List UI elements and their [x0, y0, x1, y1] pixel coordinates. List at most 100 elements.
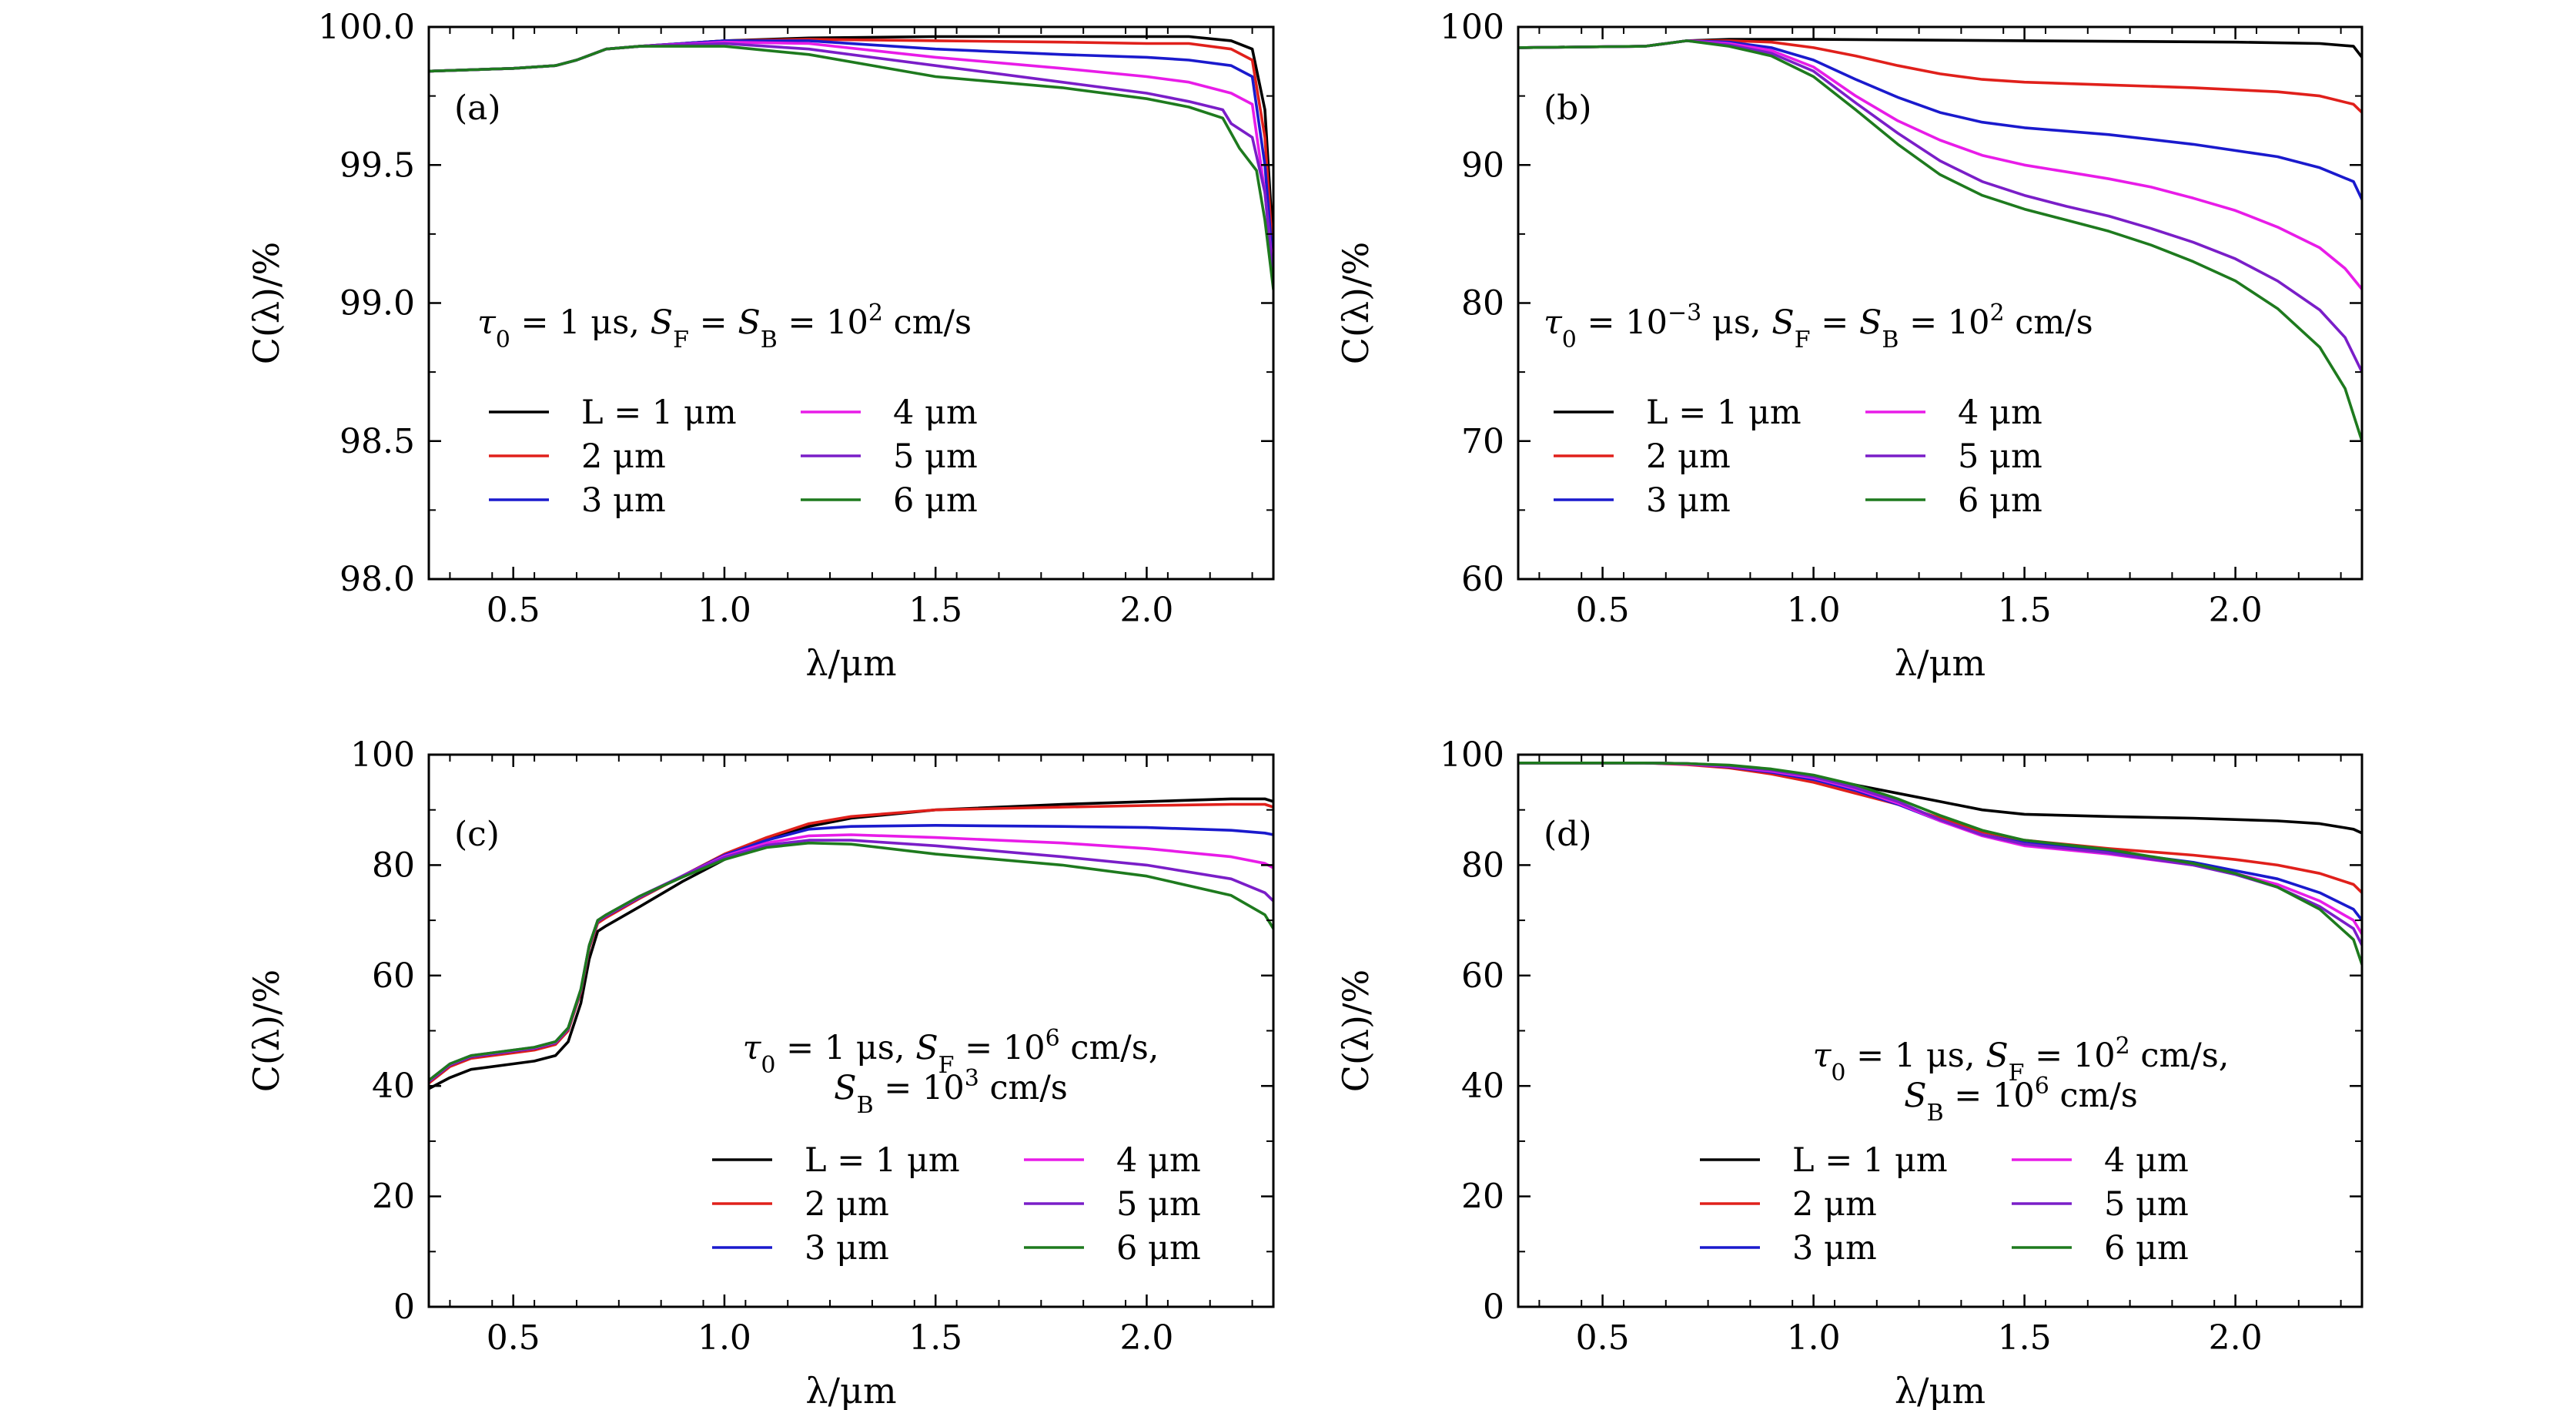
x-tick-label: 1.5 — [1998, 1318, 2052, 1358]
x-tick-label: 1.0 — [698, 591, 751, 630]
series-group — [429, 35, 1273, 291]
panel-d: 0.5 1.0 1.5 2.0 0 20 40 60 80 100 λ/μm C(λ)/% (d) τ0 … — [1335, 735, 2364, 1410]
y-tick-label: 80 — [372, 846, 415, 885]
panel-b: 0.5 1.0 1.5 2.0 60 70 80 90 100 λ/μm C(λ)/% (b) τ0 =… — [1335, 8, 2364, 684]
y-tick-label: 98.0 — [340, 560, 415, 599]
x-axis-title: λ/μm — [805, 642, 896, 684]
x-tick-label: 2.0 — [1119, 1318, 1173, 1358]
series-line-6 — [429, 45, 1273, 291]
legend-label: 2 μm — [1792, 1185, 1877, 1224]
y-tick-label: 0 — [1483, 1288, 1504, 1327]
y-tick-label: 99.5 — [340, 146, 415, 185]
y-tick-label: 100 — [1440, 735, 1504, 775]
y-tick-label: 60 — [1461, 560, 1504, 599]
legend-label: 3 μm — [1646, 481, 1731, 520]
x-axis-title: λ/μm — [1895, 1370, 1986, 1410]
y-tick-label: 20 — [1461, 1177, 1504, 1217]
legend-label: 2 μm — [1646, 437, 1731, 476]
legend-label: 6 μm — [1116, 1229, 1201, 1268]
plot-frame — [1517, 753, 2364, 1308]
series-group — [1518, 761, 2362, 966]
legend-label: L = 1 μm — [805, 1141, 960, 1180]
y-tick-label: 99.0 — [340, 284, 415, 323]
y-tick-label: 70 — [1461, 422, 1504, 461]
series-line-5 — [429, 42, 1273, 283]
series-line-3 — [1518, 761, 2362, 922]
legend-label: 4 μm — [2104, 1141, 2189, 1180]
x-tick-label: 1.5 — [908, 591, 962, 630]
legend-label: L = 1 μm — [1792, 1141, 1948, 1180]
series-line-4 — [1518, 39, 2362, 291]
x-tick-label: 1.5 — [908, 1318, 962, 1358]
y-tick-label: 40 — [1461, 1067, 1504, 1106]
y-tick-label: 60 — [372, 956, 415, 996]
series-group — [429, 797, 1273, 1090]
annotation-line: SB = 103 cm/s — [834, 1065, 1068, 1119]
legend-label: 5 μm — [1958, 437, 2042, 476]
x-tick-label: 0.5 — [487, 591, 540, 630]
x-tick-label: 0.5 — [1576, 1318, 1630, 1358]
x-tick-label: 1.0 — [1787, 1318, 1841, 1358]
annotation-line: τ0 = 1 μs, SF = SB = 102 cm/s — [477, 300, 972, 353]
series-line-1 — [429, 35, 1273, 250]
series-line-5 — [1518, 39, 2362, 373]
legend-label: 6 μm — [2104, 1229, 2189, 1268]
series-line-6 — [1518, 761, 2362, 966]
series-line-1 — [1518, 761, 2362, 835]
series-line-5 — [1518, 761, 2362, 947]
x-tick-label: 0.5 — [487, 1318, 540, 1358]
annotation-line: τ0 = 10−3 μs, SF = SB = 102 cm/s — [1544, 300, 2093, 353]
legend-label: 3 μm — [581, 481, 666, 520]
series-line-4 — [1518, 761, 2362, 936]
legend-label: 5 μm — [1116, 1185, 1201, 1224]
y-axis-title: C(λ)/% — [246, 970, 287, 1092]
x-axis-title: λ/μm — [805, 1370, 896, 1410]
y-tick-label: 80 — [1461, 846, 1504, 885]
panel-a: 0.5 1.0 1.5 2.0 98.0 98.5 99.0 99.5 100.0 λ/μm C(λ… — [246, 8, 1275, 684]
legend-label: L = 1 μm — [1646, 394, 1802, 432]
legend-label: 4 μm — [893, 394, 978, 432]
x-tick-label: 1.0 — [1787, 591, 1841, 630]
y-tick-label: 0 — [393, 1288, 415, 1327]
series-group — [1518, 38, 2362, 443]
x-tick-label: 2.0 — [1119, 591, 1173, 630]
panel-label: (b) — [1544, 89, 1592, 128]
x-tick-label: 2.0 — [2209, 591, 2263, 630]
legend-label: 4 μm — [1116, 1141, 1201, 1180]
series-line-4 — [429, 40, 1273, 277]
y-tick-label: 98.5 — [340, 422, 415, 461]
x-tick-label: 0.5 — [1576, 591, 1630, 630]
y-tick-label: 100 — [1440, 8, 1504, 47]
legend-label: 5 μm — [893, 437, 978, 476]
y-tick-label: 80 — [1461, 284, 1504, 323]
y-tick-label: 60 — [1461, 956, 1504, 996]
annotation-line: τ0 = 1 μs, SF = 106 cm/s, — [743, 1025, 1159, 1079]
legend-label: L = 1 μm — [581, 394, 737, 432]
series-line-6 — [429, 841, 1273, 1082]
series-line-2 — [1518, 39, 2362, 114]
series-line-1 — [429, 797, 1273, 1090]
x-tick-label: 1.5 — [1998, 591, 2052, 630]
x-tick-label: 2.0 — [2209, 1318, 2263, 1358]
x-tick-label: 1.0 — [698, 1318, 751, 1358]
legend-label: 4 μm — [1958, 394, 2042, 432]
y-axis-title: C(λ)/% — [1335, 242, 1377, 364]
y-tick-label: 40 — [372, 1067, 415, 1106]
y-tick-label: 100.0 — [318, 8, 415, 47]
y-tick-label: 100 — [350, 735, 415, 775]
y-tick-label: 20 — [372, 1177, 415, 1217]
legend-label: 6 μm — [893, 481, 978, 520]
legend-label: 3 μm — [805, 1229, 889, 1268]
legend-label: 2 μm — [581, 437, 666, 476]
series-line-6 — [1518, 39, 2362, 443]
series-line-1 — [1518, 38, 2362, 59]
panel-label: (c) — [454, 815, 500, 854]
x-axis-title: λ/μm — [1895, 642, 1986, 684]
panel-c: 0.5 1.0 1.5 2.0 0 20 40 60 80 100 λ/μm C(λ)/% (c) τ0 … — [246, 735, 1275, 1410]
series-line-2 — [429, 38, 1273, 263]
y-axis-title: C(λ)/% — [1335, 970, 1377, 1092]
legend-label: 5 μm — [2104, 1185, 2189, 1224]
panel-label: (a) — [454, 89, 501, 128]
panel-label: (d) — [1544, 815, 1592, 854]
